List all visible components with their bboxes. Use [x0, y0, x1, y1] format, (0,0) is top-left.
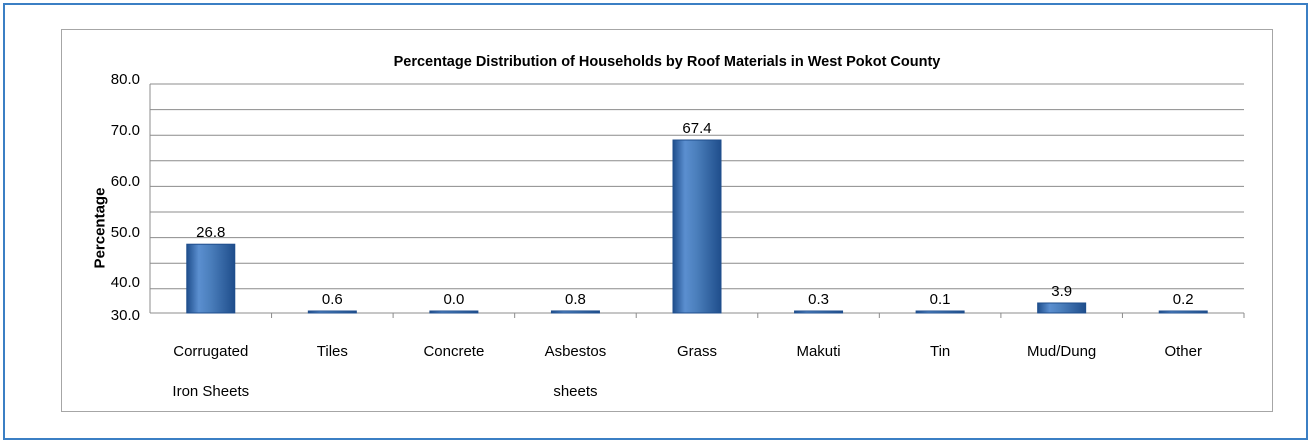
chart-area: Percentage Distribution of Households by…: [61, 29, 1273, 412]
y-tick-label: 60.0: [111, 173, 140, 190]
data-label: 0.2: [1173, 291, 1194, 308]
data-label: 0.3: [808, 291, 829, 308]
x-tick-label-line2: sheets: [553, 383, 597, 400]
data-label: 0.8: [565, 291, 586, 308]
bar: [186, 243, 236, 314]
x-tick-label: Concrete: [423, 343, 484, 360]
x-tick-label: Asbestos: [545, 343, 607, 360]
x-tick-label: Grass: [677, 343, 717, 360]
x-tick-label: Tin: [930, 343, 950, 360]
bar: [672, 139, 722, 314]
y-tick-label: 30.0: [111, 307, 140, 324]
chart-title: Percentage Distribution of Households by…: [393, 54, 941, 70]
data-label: 0.1: [930, 291, 951, 308]
bar: [307, 310, 357, 314]
bar: [1037, 302, 1087, 314]
y-tick-label: 50.0: [111, 224, 140, 241]
data-label: 0.0: [443, 291, 464, 308]
x-tick-label: Tiles: [317, 343, 348, 360]
x-tick-label-line2: Iron Sheets: [172, 383, 249, 400]
outer-frame: [3, 3, 1308, 440]
y-tick-label: 70.0: [111, 122, 140, 139]
bar: [915, 310, 965, 314]
y-tick-label: 80.0: [111, 71, 140, 88]
y-tick-label: 40.0: [111, 274, 140, 291]
data-label: 3.9: [1051, 283, 1072, 300]
data-label: 67.4: [682, 120, 711, 137]
data-label: 0.6: [322, 291, 343, 308]
bar: [429, 310, 479, 314]
bar: [550, 310, 600, 314]
bar-chart: 30.0 40.0 50.0 60.0 70.0 80.0 26.8 Corrugated Ir…: [111, 71, 1245, 400]
bar: [1158, 310, 1208, 314]
x-tick-label: Corrugated: [173, 343, 248, 360]
x-tick-label: Makuti: [796, 343, 840, 360]
bar: [794, 310, 844, 314]
data-label: 26.8: [196, 224, 225, 241]
x-tick-label: Other: [1164, 343, 1202, 360]
x-tick-label: Mud/Dung: [1027, 343, 1096, 360]
